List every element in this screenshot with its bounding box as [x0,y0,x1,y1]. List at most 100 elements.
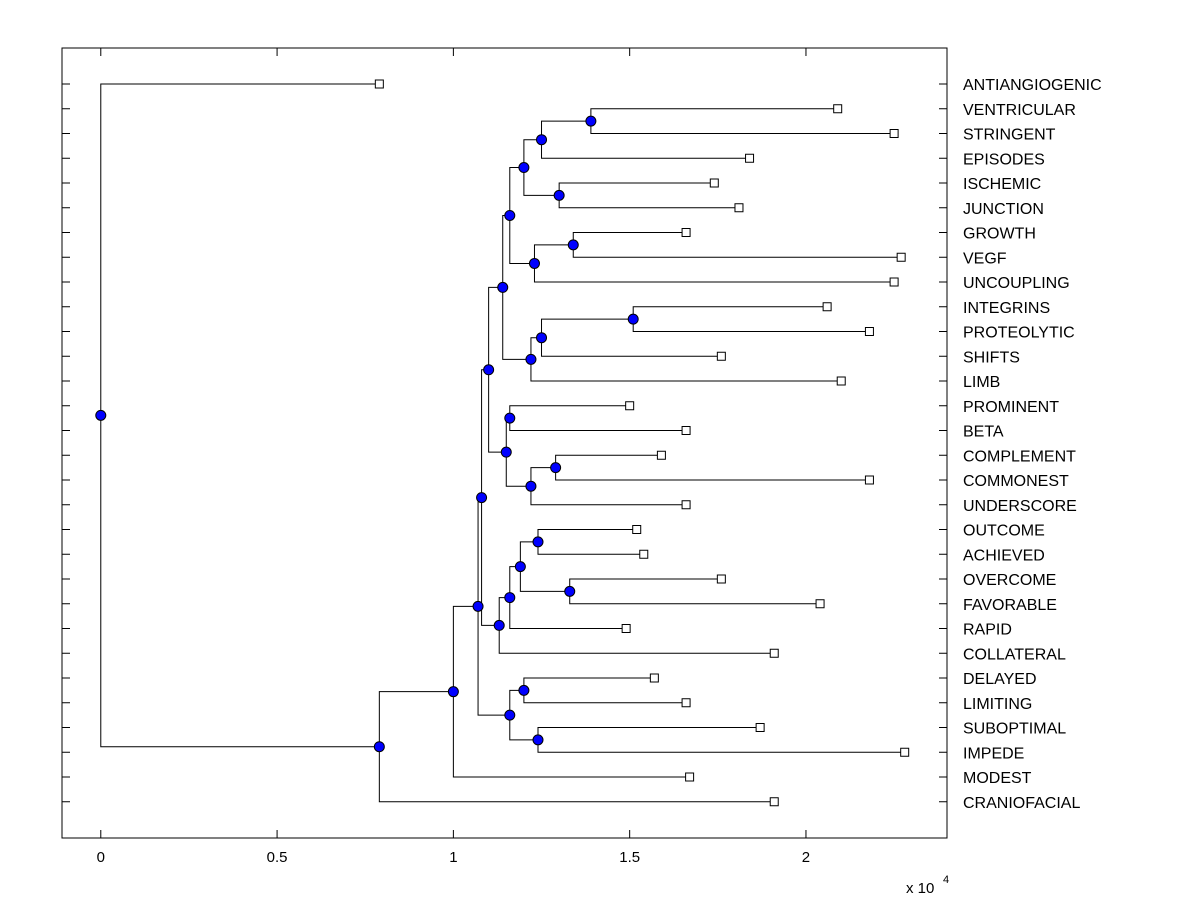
leaf-marker [716,351,726,361]
leaf-label: PROTEOLYTIC [963,325,1075,342]
merge-node [585,115,597,127]
leaf-marker [900,747,910,757]
leaf-marker [769,648,779,658]
x-tick-label: 1 [449,849,457,866]
leaf-label: COLLATERAL [963,646,1066,663]
merge-node [447,686,459,698]
leaf-marker [864,475,874,485]
leaf-marker [621,624,631,633]
merge-node [536,134,548,146]
merge-node [476,492,488,504]
x-tick-label: 2 [802,849,810,866]
merge-node [95,409,107,421]
leaf-labels: ANTIANGIOGENIC VENTRICULAR STRINGENT EPISOD… [963,77,1102,812]
leaf-label: DELAYED [963,671,1037,688]
leaf-label: VENTRICULAR [963,102,1076,119]
merge-node [564,585,576,597]
merge-node [504,412,516,424]
leaf-label: VEGF [963,250,1007,267]
merge-node [504,209,516,221]
merge-node [514,561,526,573]
leaf-marker [681,500,691,510]
leaf-label: UNDERSCORE [963,498,1077,515]
leaf-marker [625,401,635,411]
merge-node [550,462,562,474]
merge-node [504,592,516,604]
leaf-marker [656,450,666,460]
leaf-label: PROMINENT [963,399,1059,416]
left-tick-marks [62,83,70,803]
merge-node [504,709,516,721]
leaf-marker [815,599,825,609]
x-tick-label: 0 [97,849,105,866]
leaf-label: ISCHEMIC [963,176,1041,193]
leaf-marker [889,277,899,287]
merge-node [518,162,530,174]
leaf-label: UNCOUPLING [963,275,1070,292]
leaf-label: ANTIANGIOGENIC [963,77,1102,94]
x-tick-label: 1.5 [619,849,640,866]
leaf-marker [709,178,719,188]
merge-node [483,364,495,376]
leaf-label: OVERCOME [963,572,1056,589]
leaf-label: SUBOPTIMAL [963,721,1066,738]
plot-frame [61,47,948,839]
leaf-marker [889,129,899,138]
leaf-marker [734,203,744,213]
x-scale-label: x 10 [906,880,934,897]
leaf-label: SHIFTS [963,349,1020,366]
leaf-marker [681,698,691,708]
leaf-label: IMPEDE [963,745,1024,762]
merge-node [518,684,530,696]
x-scale-exponent: 4 [943,874,949,886]
merge-node [525,353,537,365]
merge-node [567,239,579,251]
leaf-marker [864,327,874,336]
merge-node [532,734,544,746]
right-tick-marks [939,83,947,803]
leaf-label: MODEST [963,770,1032,787]
leaf-label: LIMITING [963,696,1032,713]
merge-node [528,257,540,269]
merge-node [493,619,505,631]
leaf-marker [822,302,832,312]
merge-node [553,189,565,201]
leaf-marker [769,797,779,807]
leaf-marker [836,376,846,386]
leaf-label: CRANIOFACIAL [963,795,1080,812]
leaf-marker [896,252,906,262]
x-tick-label: 0.5 [267,849,288,866]
leaf-marker [639,549,649,559]
merge-node [373,741,385,753]
leaf-marker [745,153,755,163]
merge-node [500,446,512,458]
merge-node [472,600,484,612]
leaf-label: COMMONEST [963,473,1069,490]
leaf-marker [681,228,691,237]
leaf-label: RAPID [963,622,1012,639]
leaf-marker [681,426,691,435]
leaf-label: COMPLEMENT [963,448,1076,465]
merge-node [536,332,548,344]
leaf-marker [685,772,695,782]
merge-node [627,313,639,325]
leaf-marker [833,104,843,114]
leaf-label: EPISODES [963,151,1045,168]
merge-node [532,536,544,548]
leaf-label: OUTCOME [963,523,1045,540]
leaf-marker [632,525,642,534]
leaf-label: STRINGENT [963,127,1056,144]
leaf-markers [374,79,910,807]
merge-node [525,480,537,492]
leaf-label: FAVORABLE [963,597,1057,614]
leaf-label: JUNCTION [963,201,1044,218]
leaf-label: BETA [963,424,1004,441]
leaf-label: ACHIEVED [963,547,1045,564]
x-axis: 0 0.5 1 1.5 2 [97,48,810,866]
leaf-marker [755,723,765,732]
leaf-label: INTEGRINS [963,300,1050,317]
leaf-marker [649,673,659,683]
leaf-marker [716,574,726,584]
leaf-label: GROWTH [963,226,1036,243]
